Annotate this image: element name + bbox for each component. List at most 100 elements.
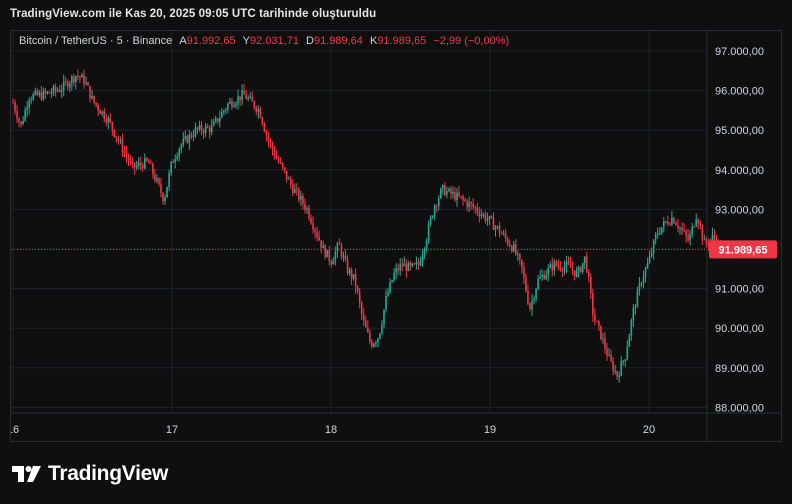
y-tick-label: 88.000,00 [715, 402, 764, 414]
candle-body [567, 261, 570, 264]
candle-body [535, 288, 537, 299]
candle-body [569, 263, 572, 268]
candle-body [231, 101, 233, 107]
candle-body [216, 118, 219, 122]
candle-body [77, 76, 79, 78]
symbol-label[interactable]: Bitcoin / TetherUS · 5 · Binance [19, 35, 173, 47]
candle-body [508, 244, 511, 247]
candle-body [687, 235, 689, 241]
candle-body [596, 320, 598, 322]
candle-body [192, 136, 195, 138]
candle-body [56, 90, 59, 92]
chart-caption: TradingView.com ile Kas 20, 2025 09:05 U… [10, 8, 377, 20]
candle-body [279, 162, 282, 164]
candle-body [121, 140, 124, 153]
candle-body [652, 240, 655, 253]
candle-body [399, 264, 402, 271]
candle-body [638, 283, 641, 291]
candle-body [352, 274, 355, 279]
candle-body [444, 184, 446, 196]
candle-body [559, 266, 562, 270]
candle-body [539, 276, 541, 279]
candle-body [391, 280, 393, 283]
candle-body [300, 195, 302, 200]
candle-body [200, 124, 203, 132]
candle-body [614, 371, 616, 373]
candle-body [577, 267, 580, 272]
candle-body [68, 83, 71, 88]
candle-body [48, 91, 51, 94]
candle-body [699, 223, 702, 226]
candle-body [22, 120, 24, 125]
candle-body [212, 121, 215, 126]
candle-body [691, 226, 693, 235]
candle-body [283, 167, 286, 171]
candle-body [294, 188, 296, 193]
candle-body [531, 300, 533, 310]
candle-body [302, 195, 304, 204]
candle-body [427, 224, 430, 241]
candle-body [364, 320, 367, 328]
candle-body [450, 188, 452, 194]
y-tick-label: 94.000,00 [715, 165, 764, 177]
candle-body [395, 268, 397, 273]
candle-body [413, 263, 416, 265]
candle-body [547, 267, 550, 275]
candle-body [636, 290, 639, 308]
candle-body [103, 111, 106, 120]
candle-body [523, 267, 525, 278]
candle-body [703, 239, 706, 241]
y-tick-label: 96.000,00 [715, 86, 764, 98]
candle-body [125, 152, 128, 157]
high-label: Y [242, 35, 251, 47]
candle-body [190, 134, 193, 137]
candle-body [537, 278, 539, 289]
y-tick-label: 95.000,00 [715, 125, 764, 137]
candle-body [291, 184, 294, 193]
candle-body [123, 152, 126, 154]
candle-body [32, 94, 35, 100]
candle-body [563, 266, 566, 271]
y-tick-label: 90.000,00 [715, 323, 764, 335]
candle-body [162, 193, 164, 202]
candle-body [464, 199, 466, 202]
candle-body [330, 261, 333, 265]
candle-body [375, 342, 377, 344]
candle-body [644, 268, 647, 277]
candle-body [18, 118, 20, 122]
candle-body [658, 233, 661, 235]
candle-body [170, 161, 172, 174]
x-tick-label: 16 [11, 424, 19, 436]
candle-body [152, 163, 154, 175]
candle-body [26, 107, 28, 110]
candle-body [354, 274, 357, 287]
x-tick-label: 17 [166, 424, 178, 436]
candle-body [525, 277, 527, 291]
candle-body [105, 119, 108, 123]
candle-body [429, 217, 432, 225]
candle-body [308, 208, 310, 219]
chart-panel[interactable]: Bitcoin / TetherUS · 5 · Binance A91.992… [10, 30, 782, 442]
candle-body [585, 256, 588, 272]
candlestick-chart[interactable]: 97.000,00 96.000,00 95.000,00 94.000,00 93.0… [11, 31, 781, 441]
candle-body [650, 252, 653, 257]
candle-body [379, 333, 381, 339]
candle-body [346, 259, 349, 274]
candle-body [227, 103, 229, 110]
candle-body [579, 267, 582, 272]
candle-body [174, 159, 176, 163]
candle-body [494, 227, 497, 230]
candle-body [484, 214, 487, 221]
candle-body [482, 214, 485, 216]
candle-body [512, 244, 515, 252]
ohlc-legend: Bitcoin / TetherUS · 5 · Binance A91.992… [19, 35, 509, 47]
candle-body [141, 165, 144, 169]
candle-body [462, 196, 464, 200]
candle-body [176, 156, 179, 160]
candle-body [545, 274, 547, 280]
candle-body [606, 348, 608, 356]
candle-body [186, 136, 189, 143]
candle-body [701, 225, 704, 240]
candle-body [243, 90, 245, 95]
candle-body [435, 205, 438, 207]
